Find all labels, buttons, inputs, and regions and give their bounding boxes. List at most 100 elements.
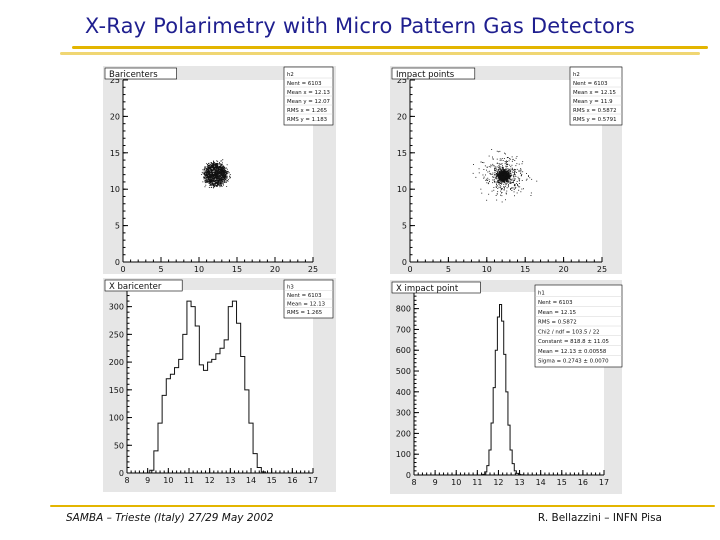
scatter-point [216,167,218,169]
scatter-point [218,182,220,184]
stats-line: Mean = 12.15 [538,310,576,316]
scatter-point [498,182,500,184]
scatter-point [219,172,221,174]
scatter-point [219,175,220,176]
scatter-point [225,180,227,182]
scatter-point [478,168,480,170]
scatter-point [222,182,224,184]
scatter-point [224,176,226,178]
scatter-point [220,174,222,176]
stats-line: Mean y = 11.9 [573,99,613,105]
scatter-point [205,181,207,183]
scatter-point [225,174,227,175]
scatter-point [501,177,503,179]
scatter-point [221,167,223,169]
scatter-point [206,174,208,176]
x-tick-label: 5 [446,265,451,274]
scatter-point [504,173,506,174]
scatter-point [213,169,214,171]
scatter-point [211,174,212,176]
scatter-point [500,169,501,171]
scatter-point [514,178,516,179]
scatter-point [511,187,513,188]
y-tick-label: 600 [396,346,411,355]
scatter-point [208,169,209,171]
histogram-bin [170,374,174,473]
scatter-point [213,161,214,163]
scatter-point [222,183,224,185]
scatter-point [210,164,212,165]
scatter-point [205,174,206,176]
histogram-bin [506,392,508,475]
histogram-bin [249,423,253,473]
scatter-point [501,176,503,178]
scatter-point [218,166,220,168]
scatter-point [213,174,214,175]
scatter-point [510,183,511,184]
chart-title: Baricenters [109,70,158,80]
scatter-point [511,169,513,171]
scatter-point [217,160,219,162]
title-underline-decoration [72,46,708,49]
scatter-point [222,179,224,180]
scatter-point [222,168,224,170]
scatter-point [507,168,509,170]
scatter-point [520,172,521,174]
scatter-point [505,193,507,195]
scatter-point [209,175,211,177]
scatter-point [218,177,220,179]
scatter-point [503,186,505,188]
scatter-point [213,164,214,166]
scatter-point [511,160,513,162]
scatter-point [498,178,500,179]
histogram-bin [166,379,170,473]
scatter-point [218,168,220,170]
scatter-point [206,177,208,179]
histogram-bin [154,451,158,473]
scatter-point [211,186,213,188]
scatter-point [226,175,227,177]
scatter-point [500,190,502,192]
scatter-point [227,180,229,182]
scatter-point [511,180,513,182]
scatter-point [221,179,223,181]
scatter-point [206,171,208,173]
scatter-point [221,170,223,172]
scatter-point [489,173,491,175]
scatter-point [211,174,213,176]
scatter-point [502,175,503,177]
scatter-point [223,181,225,183]
scatter-point [516,168,518,170]
scatter-point [205,168,207,169]
scatter-point [508,177,510,179]
scatter-point [506,187,508,189]
scatter-point [211,177,213,179]
scatter-point [219,162,220,163]
scatter-point [206,172,208,173]
scatter-point [513,191,515,193]
scatter-point [505,168,507,170]
stats-line: h2 [573,72,580,78]
scatter-point [508,170,510,172]
scatter-point [501,176,503,178]
scatter-point [505,177,506,179]
scatter-point [212,169,214,170]
scatter-point [217,176,219,177]
scatter-points [472,149,538,203]
scatter-point [209,177,211,179]
scatter-point [497,169,499,171]
scatter-point [515,172,517,173]
scatter-point [504,178,506,180]
scatter-point [498,181,500,183]
scatter-point [220,169,221,171]
scatter-point [487,177,489,179]
histogram-bin [195,326,199,473]
stats-line: Mean x = 12.15 [573,90,616,96]
scatter-point [507,181,509,182]
scatter-point [215,169,217,171]
scatter-point [221,168,223,170]
scatter-point [519,186,521,188]
scatter-point [220,178,221,180]
scatter-point [500,176,501,178]
histogram-bin [261,472,265,473]
